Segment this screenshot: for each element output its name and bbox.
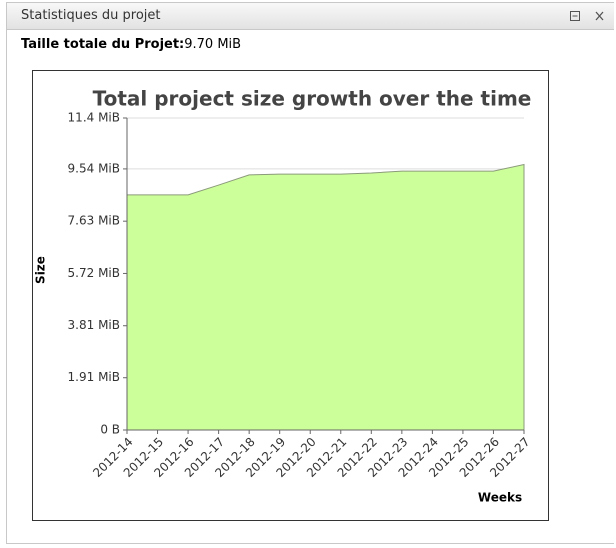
y-tick-label: 5.72 MiB: [68, 266, 120, 280]
y-tick-label: 3.81 MiB: [68, 318, 120, 332]
panel-title: Statistiques du projet: [21, 8, 161, 23]
panel-header: Statistiques du projet: [7, 3, 614, 30]
panel: Statistiques du projet Taille totale du …: [6, 2, 614, 544]
collapse-icon[interactable]: [570, 11, 580, 21]
y-tick-label: 1.91 MiB: [68, 370, 120, 384]
summary-value: 9.70 MiB: [184, 37, 242, 52]
y-tick-label: 0 B: [100, 423, 120, 437]
close-icon[interactable]: [595, 11, 604, 21]
summary-label: Taille totale du Projet:: [21, 37, 185, 52]
y-tick-label: 9.54 MiB: [68, 161, 120, 175]
panel-icons[interactable]: [570, 11, 606, 22]
x-axis-label: Weeks: [478, 491, 522, 505]
y-tick-label: 7.63 MiB: [68, 214, 120, 228]
chart-title: Total project size growth over the time: [93, 87, 532, 111]
summary: Taille totale du Projet:9.70 MiB: [21, 37, 241, 52]
y-axis-label: Size: [34, 256, 48, 284]
y-tick-label: 11.4 MiB: [68, 111, 120, 125]
area: [126, 163, 525, 431]
